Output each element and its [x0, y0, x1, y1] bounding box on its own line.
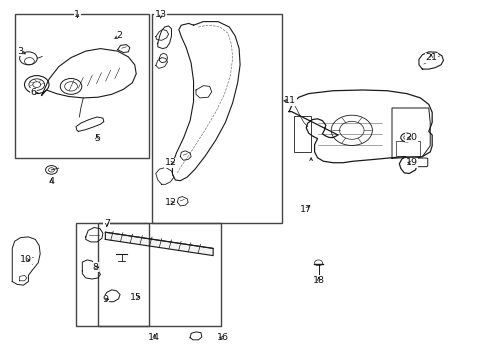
Text: 1: 1 — [74, 10, 80, 19]
Text: 7: 7 — [104, 219, 110, 228]
Text: 6: 6 — [30, 88, 36, 97]
Text: 16: 16 — [217, 333, 229, 342]
Text: 21: 21 — [425, 53, 437, 62]
Text: 14: 14 — [148, 333, 160, 342]
Bar — [15, 14, 149, 158]
Text: 18: 18 — [313, 276, 324, 284]
Text: 5: 5 — [94, 134, 100, 143]
Text: 9: 9 — [102, 295, 108, 304]
Text: 12: 12 — [165, 158, 176, 167]
Text: 12: 12 — [165, 198, 176, 207]
Text: 3: 3 — [18, 46, 24, 55]
Text: 13: 13 — [155, 10, 167, 19]
Text: 20: 20 — [406, 133, 417, 142]
Bar — [98, 223, 220, 326]
Bar — [396, 141, 420, 156]
Text: 2: 2 — [116, 31, 122, 40]
Bar — [76, 223, 149, 326]
Text: 10: 10 — [20, 256, 32, 264]
Text: 11: 11 — [284, 96, 296, 105]
Text: 17: 17 — [300, 205, 312, 214]
Bar — [294, 116, 311, 152]
Text: 8: 8 — [93, 263, 98, 271]
Text: 4: 4 — [49, 177, 54, 186]
Text: 15: 15 — [130, 292, 142, 302]
Polygon shape — [105, 232, 213, 256]
Bar — [152, 14, 282, 223]
Text: 19: 19 — [406, 158, 417, 167]
